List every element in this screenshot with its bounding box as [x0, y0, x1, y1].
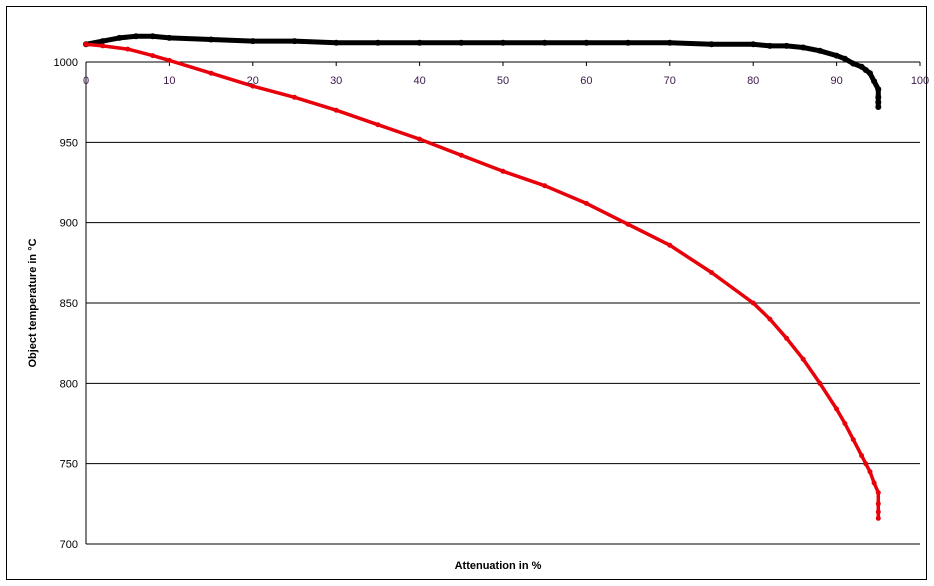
data-point	[834, 406, 840, 412]
data-point	[862, 67, 869, 73]
data-point	[333, 39, 340, 46]
tick-labels: 700 750 800 850 900 950 1000 0 10 20 30 40 50 60 70 80 9…	[54, 57, 930, 551]
data-point	[867, 70, 873, 77]
data-point	[166, 57, 172, 63]
data-point	[250, 83, 256, 89]
data-point	[99, 38, 106, 45]
data-point	[800, 44, 807, 51]
data-point	[859, 453, 865, 459]
data-point	[291, 38, 298, 45]
data-point	[417, 136, 423, 142]
data-point	[583, 200, 589, 206]
data-point	[875, 501, 881, 507]
x-tick-label: 100	[911, 75, 929, 87]
data-point	[292, 94, 297, 100]
data-point	[816, 47, 823, 54]
data-point	[875, 104, 882, 110]
series-layer	[83, 33, 882, 521]
data-point	[783, 42, 790, 49]
y-tick-label: 1000	[54, 57, 78, 69]
data-point	[850, 60, 857, 67]
data-point	[149, 33, 156, 40]
series-1	[83, 41, 881, 521]
data-point	[116, 34, 123, 41]
data-point	[875, 490, 881, 496]
data-point	[875, 509, 881, 515]
data-point	[583, 39, 590, 46]
x-tick-label: 70	[664, 75, 676, 87]
data-point	[208, 70, 214, 76]
chart-frame	[6, 6, 927, 580]
data-point	[208, 36, 215, 43]
data-point	[709, 270, 714, 275]
x-tick-label: 0	[83, 75, 89, 87]
data-point	[166, 34, 173, 41]
data-point	[767, 316, 773, 322]
y-axis-title: Object temperature in °C	[27, 238, 39, 367]
data-point	[875, 515, 881, 521]
data-point	[842, 421, 848, 426]
y-tick-label: 700	[60, 539, 78, 551]
x-tick-label: 50	[497, 75, 509, 87]
data-point	[875, 94, 882, 101]
data-point	[784, 335, 790, 341]
data-point	[858, 63, 865, 70]
data-point	[333, 107, 339, 113]
data-point	[625, 221, 631, 227]
data-point	[667, 242, 673, 248]
data-point	[150, 53, 156, 59]
data-point	[83, 41, 89, 47]
data-point	[666, 39, 673, 46]
data-point	[125, 46, 131, 52]
data-point	[375, 122, 381, 128]
y-tick-label: 800	[60, 378, 78, 390]
data-point	[458, 39, 465, 46]
y-tick-label: 850	[60, 298, 78, 310]
data-point	[542, 183, 548, 189]
x-tick-label: 80	[747, 75, 759, 87]
x-tick-label: 10	[163, 75, 175, 87]
data-point	[750, 300, 756, 306]
data-point	[841, 55, 848, 62]
data-point	[249, 38, 256, 45]
data-point	[500, 168, 506, 174]
y-tick-label: 950	[60, 137, 78, 149]
data-point	[458, 152, 464, 158]
data-point	[817, 380, 823, 386]
data-point	[100, 43, 106, 49]
data-point	[871, 78, 878, 85]
x-axis-title: Attenuation in %	[455, 560, 542, 572]
y-tick-label: 750	[60, 459, 78, 471]
data-point	[750, 41, 757, 48]
data-point	[871, 480, 877, 486]
data-point	[875, 86, 882, 93]
y-tick-label: 900	[60, 218, 78, 230]
data-point	[800, 356, 806, 362]
x-tick-label: 30	[330, 75, 342, 87]
data-point	[833, 52, 840, 59]
data-point	[541, 39, 548, 46]
data-point	[850, 437, 856, 443]
data-point	[133, 33, 139, 40]
series-line-1	[84, 42, 881, 521]
x-tick-label: 40	[413, 75, 425, 87]
data-point	[867, 469, 873, 475]
data-point	[875, 99, 882, 106]
x-tick-label: 90	[830, 75, 842, 87]
data-point	[374, 39, 381, 46]
data-point	[863, 461, 869, 467]
data-point	[416, 39, 423, 46]
data-point	[625, 39, 632, 46]
x-tick-label: 20	[247, 75, 259, 87]
data-point	[500, 39, 506, 46]
data-point	[766, 42, 773, 49]
x-tick-label: 60	[580, 75, 592, 87]
gridlines	[86, 61, 920, 545]
data-point	[708, 41, 715, 48]
